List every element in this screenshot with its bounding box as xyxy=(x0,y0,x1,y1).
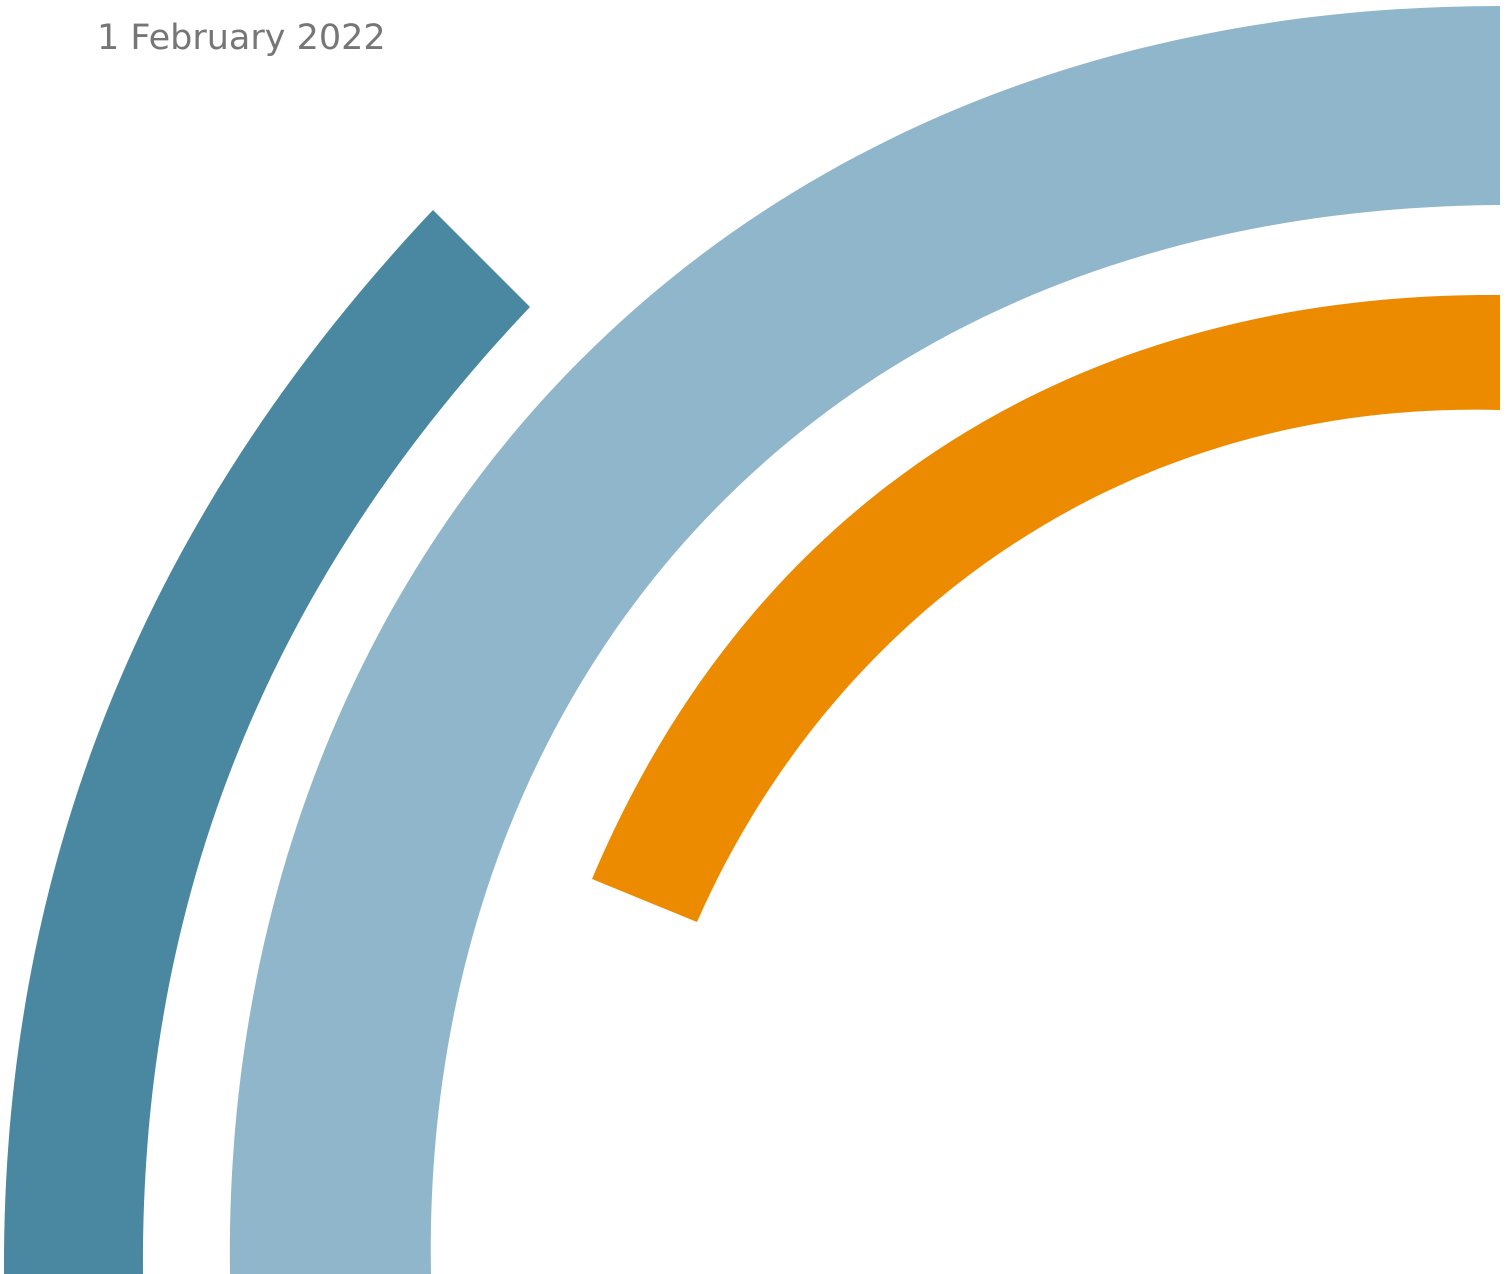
light-blue-arc xyxy=(229,6,1500,1274)
document-date: 1 February 2022 xyxy=(97,18,386,58)
orange-arc xyxy=(592,294,1500,922)
dark-teal-arc xyxy=(3,210,531,1274)
